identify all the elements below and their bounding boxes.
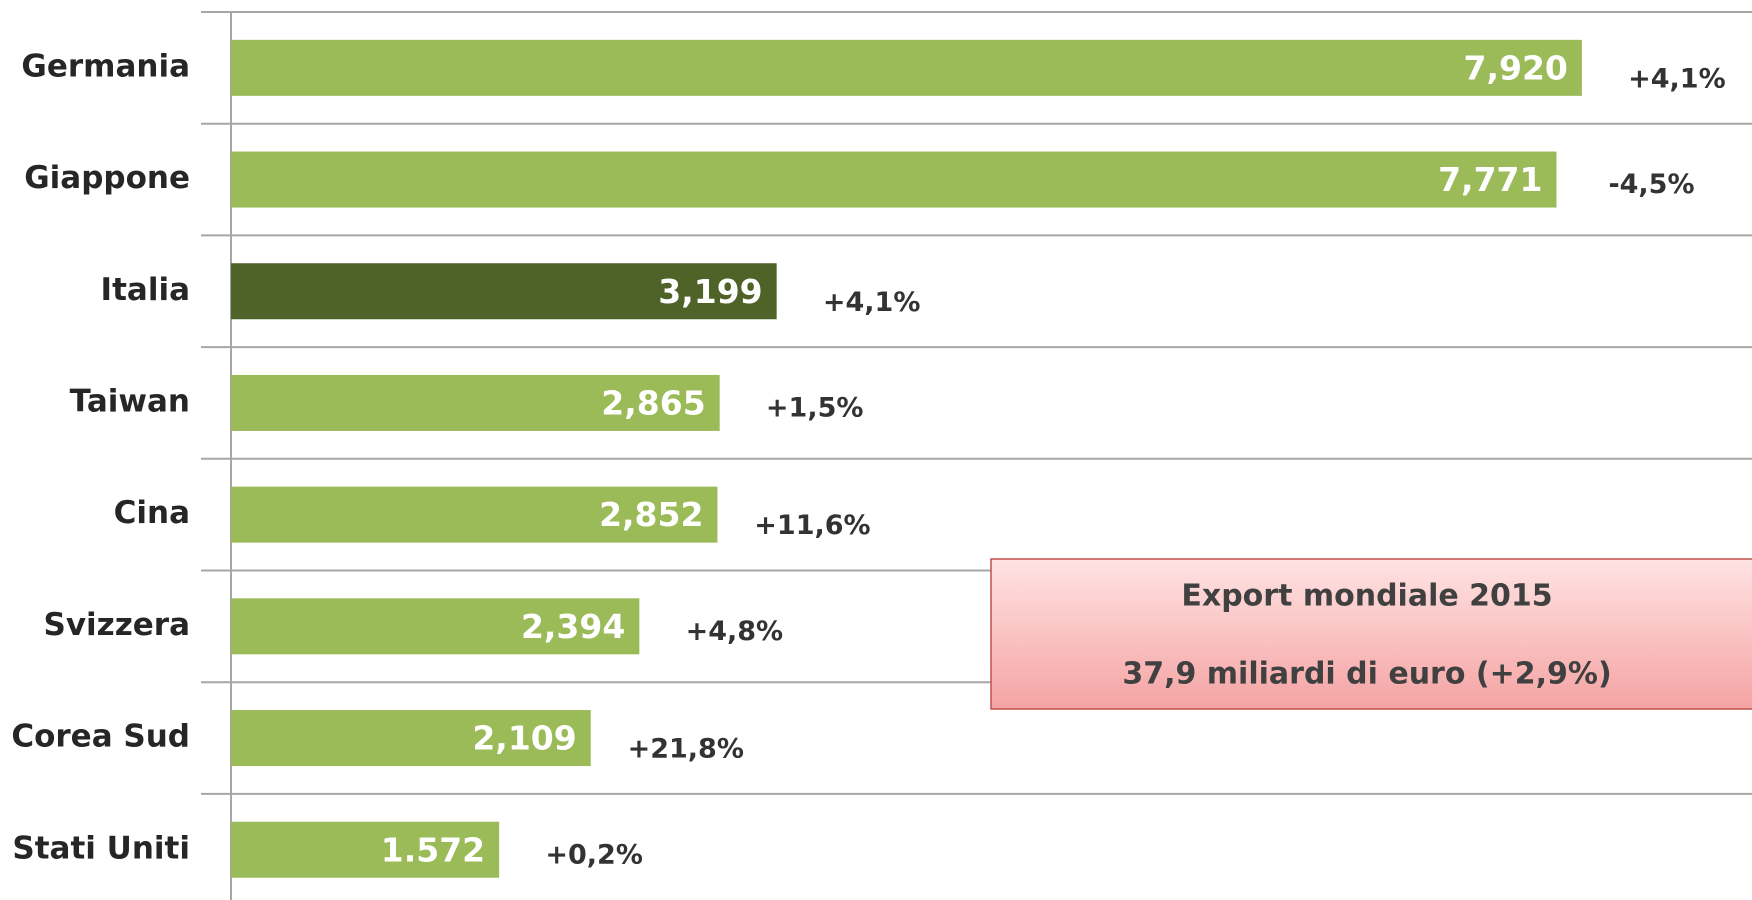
bar	[231, 710, 591, 767]
category-label: Svizzera	[44, 607, 190, 643]
value-label: 2,852	[599, 495, 703, 534]
value-label: 7,771	[1438, 160, 1542, 199]
growth-label: +4,1%	[823, 287, 921, 318]
bar	[231, 263, 777, 320]
growth-label: -4,5%	[1608, 169, 1694, 200]
bar	[231, 151, 1557, 208]
growth-label: +1,5%	[766, 392, 864, 423]
category-label: Giappone	[24, 160, 190, 196]
info-box-title: Export mondiale 2015	[1181, 579, 1552, 614]
bar	[231, 39, 1582, 96]
info-box	[990, 558, 1752, 710]
growth-label: +4,8%	[686, 616, 784, 647]
value-label: 7,920	[1464, 48, 1568, 87]
bar	[231, 821, 500, 878]
bar	[231, 598, 640, 655]
value-label: 3,199	[658, 272, 762, 311]
category-label: Stati Uniti	[12, 830, 190, 866]
category-label: Taiwan	[70, 383, 190, 419]
category-label: Germania	[21, 48, 190, 84]
bar	[231, 374, 720, 431]
value-label: 2,109	[472, 719, 576, 758]
category-label: Italia	[101, 272, 190, 308]
growth-label: +21,8%	[628, 734, 744, 765]
value-label: 2,865	[601, 383, 705, 422]
growth-label: +0,2%	[545, 839, 643, 870]
growth-label: +4,1%	[1628, 63, 1726, 94]
growth-label: +11,6%	[754, 510, 870, 541]
category-label: Cina	[114, 495, 190, 531]
value-label: 1.572	[381, 830, 485, 869]
value-label: 2,394	[521, 607, 625, 646]
info-box-text: 37,9 miliardi di euro (+2,9%)	[1122, 657, 1611, 692]
bar	[231, 486, 718, 543]
category-label: Corea Sud	[11, 719, 190, 755]
